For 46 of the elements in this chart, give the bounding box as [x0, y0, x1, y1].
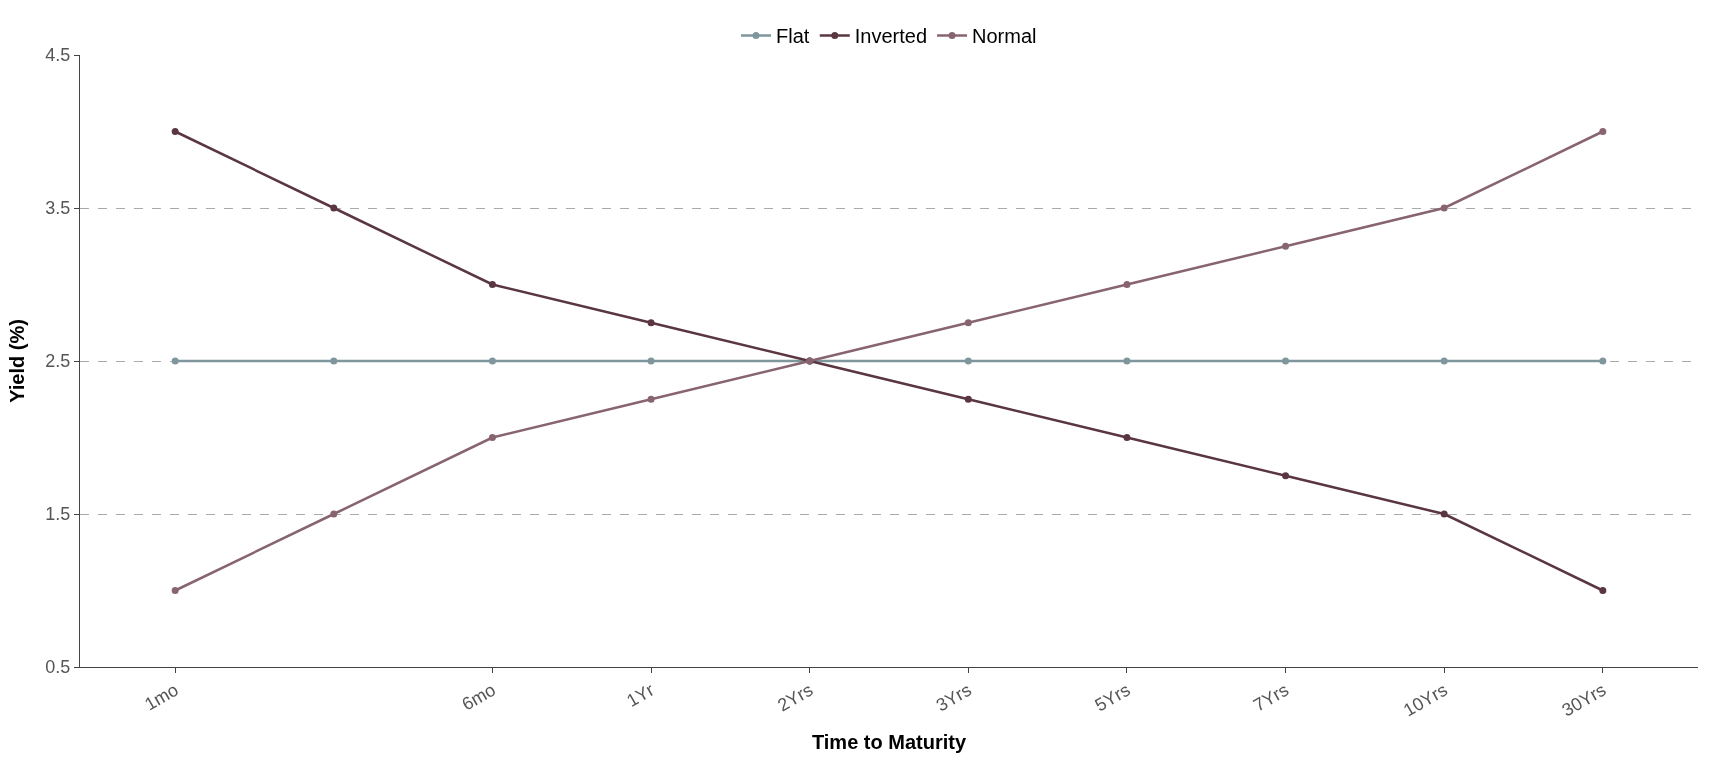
- point: [171, 128, 179, 135]
- x-tick-label: 6mo: [458, 679, 499, 715]
- point: [1599, 128, 1607, 135]
- legend-label: Normal: [972, 25, 1037, 48]
- y-tick-label: 0.5: [45, 657, 71, 678]
- x-tick-label: 10Yrs: [1399, 679, 1451, 721]
- y-tick-label: 3.5: [45, 198, 71, 219]
- point: [647, 319, 655, 327]
- point: [330, 510, 338, 518]
- point: [330, 204, 338, 212]
- y-axis-title: Yield (%): [5, 319, 28, 403]
- point: [964, 395, 972, 403]
- point: [1599, 587, 1607, 594]
- point: [1599, 357, 1607, 365]
- point: [1440, 204, 1448, 212]
- point: [1123, 434, 1131, 441]
- point: [964, 357, 972, 365]
- legend-label: Inverted: [854, 25, 928, 48]
- y-tick-label: 4.5: [45, 45, 71, 66]
- x-tick-label: 1mo: [141, 679, 182, 715]
- y-tick-label: 2.5: [45, 351, 71, 372]
- point: [1440, 357, 1448, 365]
- point: [1282, 357, 1290, 365]
- x-tick-label: 1Yr: [623, 679, 658, 711]
- point: [1440, 510, 1448, 518]
- point: [1282, 242, 1290, 250]
- x-tick-label: 3Yrs: [932, 679, 975, 716]
- point: [488, 281, 496, 288]
- point: [647, 395, 655, 403]
- point: [1123, 281, 1131, 288]
- point: [488, 357, 496, 365]
- point: [647, 357, 655, 365]
- point: [1123, 357, 1131, 365]
- point: [964, 319, 972, 327]
- point: [171, 357, 179, 365]
- point: [171, 587, 179, 594]
- legend-label: Flat: [776, 25, 810, 48]
- x-tick-label: 7Yrs: [1250, 679, 1293, 716]
- x-axis-title: Time to Maturity: [811, 730, 967, 753]
- y-tick-label: 1.5: [45, 504, 71, 525]
- point: [330, 357, 338, 365]
- x-tick-label: 5Yrs: [1091, 679, 1134, 716]
- point: [1282, 472, 1290, 480]
- x-tick-label: 2Yrs: [774, 679, 817, 716]
- x-tick-label: 30Yrs: [1558, 679, 1610, 721]
- point: [488, 434, 496, 441]
